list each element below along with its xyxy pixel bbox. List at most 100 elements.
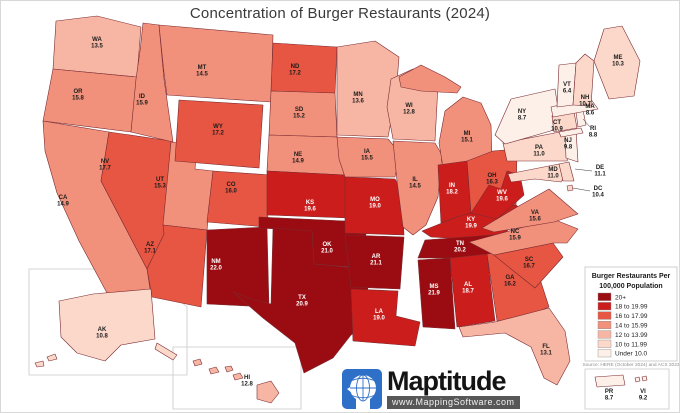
state-abbr-label-wy: WY [213, 124, 223, 130]
legend-swatch-4 [597, 330, 612, 339]
state-value-label-or: 15.8 [72, 95, 84, 101]
state-abbr-label-or: OR [74, 89, 84, 95]
state-or [42, 68, 138, 133]
state-vi-part [641, 375, 648, 382]
state-abbr-label-sd: SD [295, 107, 304, 113]
state-value-label-nd: 17.2 [289, 70, 301, 76]
state-wa [52, 15, 142, 78]
state-abbr-label-mi: MI [464, 131, 471, 137]
state-abbr-label-ar: AR [372, 254, 381, 260]
state-abbr-label-tn: TN [456, 241, 464, 247]
state-value-label-ut: 15.3 [154, 183, 166, 189]
maptitude-globe-head-icon [342, 369, 382, 409]
state-abbr-label-ct: CT [553, 120, 561, 126]
state-abbr-label-vt: VT [563, 82, 571, 88]
state-wy [174, 99, 264, 169]
state-vi [634, 376, 641, 383]
state-la [350, 288, 421, 347]
state-value-label-ok: 21.0 [321, 248, 333, 254]
state-abbr-label-md: MD [548, 167, 558, 173]
state-abbr-label-il: IL [412, 177, 418, 183]
page-title: Concentration of Burger Restaurants (202… [189, 5, 491, 22]
state-abbr-label-me: ME [614, 55, 623, 61]
state-abbr-label-pr: PR [605, 389, 614, 395]
state-abbr-label-sc: SC [525, 257, 534, 263]
state-nd [270, 42, 338, 94]
state-il [392, 140, 443, 236]
state-value-label-va: 15.6 [529, 216, 541, 222]
state-value-label-ny: 8.7 [518, 115, 527, 121]
state-value-label-la: 19.0 [373, 315, 385, 321]
state-abbr-label-la: LA [375, 309, 384, 315]
state-ne [266, 134, 348, 176]
state-abbr-label-hi: HI [244, 375, 250, 381]
state-de [558, 161, 575, 182]
state-value-label-nv: 17.7 [99, 165, 111, 171]
state-abbr-label-nh: NH [581, 95, 590, 101]
state-hi-part [208, 366, 220, 375]
state-value-label-de: 11.1 [594, 171, 606, 177]
state-abbr-label-ne: NE [294, 152, 302, 158]
state-value-label-tn: 20.2 [454, 247, 466, 253]
state-value-label-ri: 8.8 [589, 132, 598, 138]
state-abbr-label-ga: GA [506, 275, 516, 281]
state-abbr-label-in: IN [449, 183, 455, 189]
state-abbr-label-ky: KY [467, 217, 475, 223]
state-nh [572, 53, 595, 107]
state-value-label-il: 14.5 [409, 183, 421, 189]
state-ak-part [46, 353, 58, 362]
state-abbr-label-vi: VI [640, 389, 646, 395]
legend-class-label-1: 18 to 19.99 [615, 304, 648, 311]
state-abbr-label-ia: IA [364, 149, 371, 155]
state-value-label-me: 10.3 [612, 61, 624, 67]
state-hi-part [224, 365, 234, 373]
state-value-label-ct: 10.9 [551, 126, 563, 132]
state-abbr-label-oh: OH [488, 173, 497, 179]
hawaii-inset-frame [172, 346, 302, 410]
state-value-label-ia: 15.5 [361, 155, 373, 161]
state-abbr-label-va: VA [531, 210, 540, 216]
state-abbr-label-ms: MS [430, 284, 439, 290]
legend-class-label-3: 14 to 15.99 [615, 323, 648, 330]
state-ar [344, 234, 405, 290]
state-value-label-nh: 10.7 [579, 101, 591, 107]
state-value-label-vt: 6.4 [563, 88, 572, 94]
state-abbr-label-ut: UT [156, 177, 164, 183]
state-abbr-label-dc: DC [594, 186, 603, 192]
state-value-label-az: 17.1 [144, 248, 156, 254]
state-mt [158, 24, 274, 103]
state-value-label-fl: 13.1 [540, 350, 552, 356]
legend-title-line1: Burger Restaurants Per [592, 273, 671, 280]
state-ia [336, 136, 401, 178]
state-value-label-ks: 19.6 [304, 206, 316, 212]
state-value-label-mn: 13.6 [352, 98, 364, 104]
state-abbr-label-wa: WA [92, 37, 102, 43]
state-abbr-label-ny: NY [518, 109, 526, 115]
states-layer [42, 15, 641, 404]
legend-class-label-5: 10 to 11.99 [615, 341, 647, 348]
state-value-label-nc: 15.9 [509, 235, 521, 241]
state-value-label-pr: 8.7 [605, 395, 614, 401]
state-al [449, 253, 496, 328]
state-pr [594, 374, 626, 388]
legend-class-label-4: 12 to 13.99 [615, 332, 648, 339]
state-value-label-ga: 16.2 [504, 281, 516, 287]
legend-swatch-3 [597, 321, 612, 330]
legend-swatch-5 [597, 339, 612, 348]
leader-line-ri [582, 118, 591, 128]
legend-swatch-1 [597, 302, 612, 311]
state-ak-part [34, 360, 45, 368]
state-value-label-ar: 21.1 [370, 260, 382, 266]
legend-class-label-0: 20+ [615, 294, 626, 301]
state-abbr-label-al: AL [464, 282, 472, 288]
state-abbr-label-ri: RI [590, 126, 596, 132]
state-value-label-ky: 19.9 [465, 223, 477, 229]
state-value-label-mt: 14.5 [196, 71, 208, 77]
state-ak [58, 288, 156, 362]
state-labels-layer: WA13.5OR15.8CA14.9NV17.7ID15.9UT15.3AZ17… [57, 37, 648, 401]
state-va [481, 188, 579, 233]
state-value-label-pa: 11.0 [533, 151, 545, 157]
state-abbr-label-ma: MA [585, 104, 595, 110]
